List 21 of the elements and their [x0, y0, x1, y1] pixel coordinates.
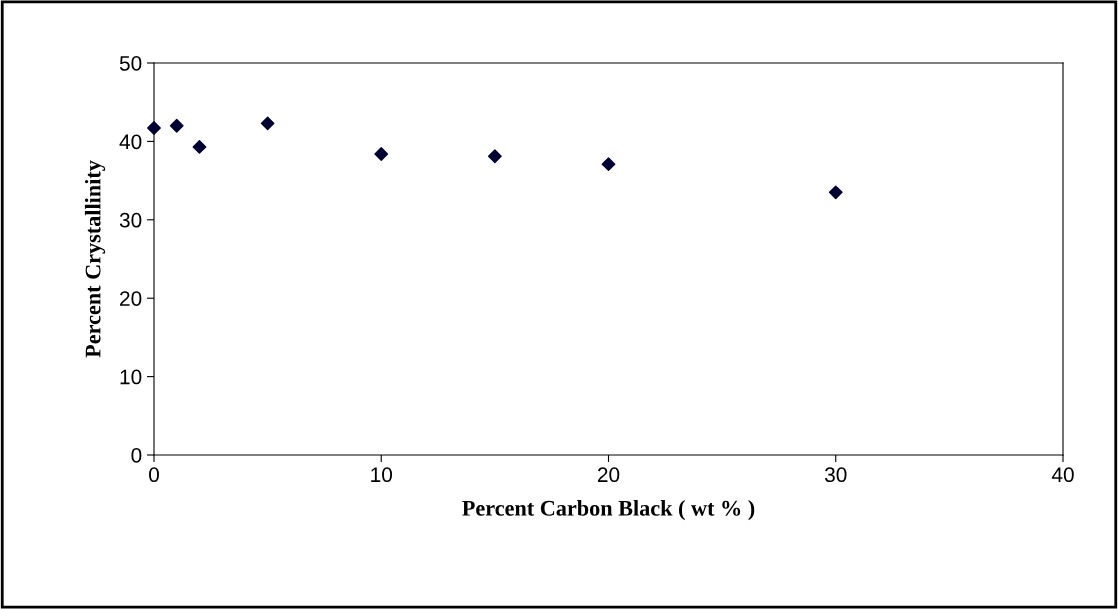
y-tick-label: 40 [119, 134, 142, 150]
x-tick-label: 20 [597, 467, 620, 483]
x-tick-label: 0 [149, 467, 159, 483]
y-tick-label: 10 [120, 369, 142, 385]
point [147, 121, 161, 135]
point [169, 118, 184, 133]
y-tick-label: 50 [119, 56, 142, 71]
y-axis-title: Percent Crystallinity [84, 160, 106, 358]
point [487, 149, 502, 164]
point [828, 185, 843, 200]
x-tick-label: 10 [371, 467, 393, 483]
x-axis-title: Percent Carbon Black ( wt % ) [462, 500, 755, 521]
x-tick-label: 30 [824, 467, 847, 483]
y-tick-label: 30 [119, 212, 142, 228]
y-tick-label: 0 [131, 448, 142, 463]
point [374, 147, 389, 161]
y-tick-label: 20 [120, 291, 142, 306]
point [260, 116, 275, 131]
point [192, 139, 207, 154]
x-tick-label: 40 [1051, 467, 1074, 483]
point [601, 157, 616, 172]
